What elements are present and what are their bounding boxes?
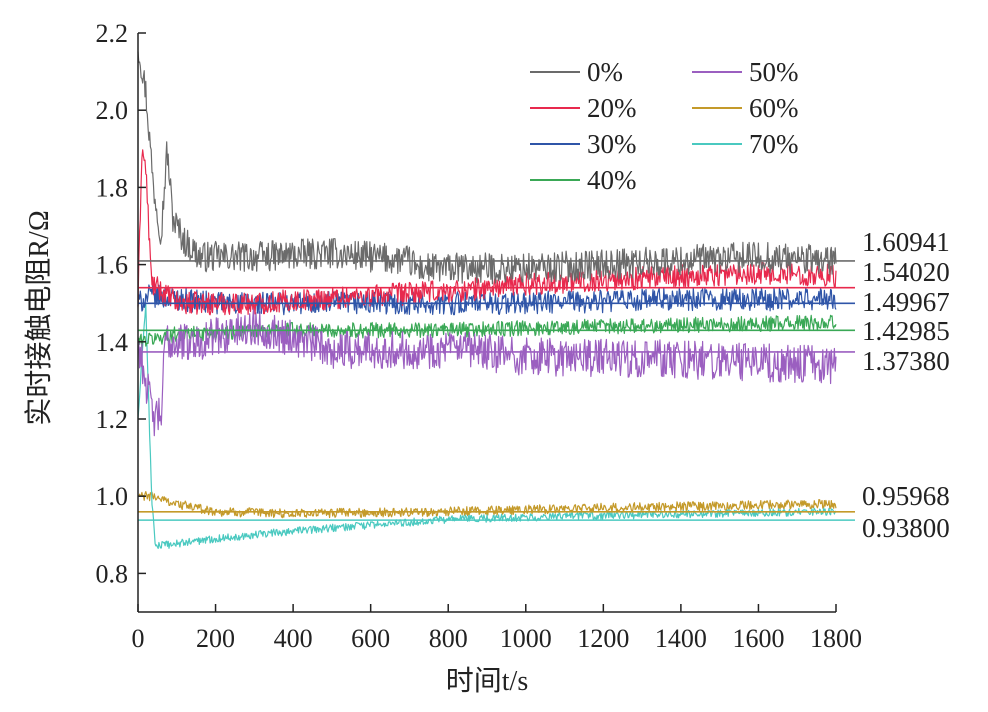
series-line-0 [137,51,837,285]
y-tick-label: 1.4 [96,328,129,357]
series-line-1 [137,149,837,316]
legend-label: 50% [749,57,799,87]
axes: 0 200 400 600 800 1000 1200 1400 1600 1800 0.8 1.0 1… [96,19,863,653]
y-tick-label: 0.8 [96,559,129,588]
y-axis-label: 实时接触电阻R/Ω [23,210,55,425]
y-tick-label: 2.0 [96,96,129,125]
mean-value-label: 1.42985 [862,316,950,346]
x-tick-label: 1600 [732,624,784,653]
legend-label: 30% [587,129,637,159]
x-tick-label: 800 [429,624,468,653]
legend: 0% 20% 30% 40% 50% 60% 70% [530,57,799,195]
legend-label: 20% [587,93,637,123]
mean-value-label: 1.37380 [862,346,950,376]
x-tick-label: 1400 [655,624,707,653]
series-line-6 [137,303,837,549]
y-tick-label: 1.6 [96,251,129,280]
series-line-4 [137,307,837,437]
legend-label: 0% [587,57,623,87]
mean-value-label: 1.49967 [862,287,950,317]
x-tick-label: 1200 [577,624,629,653]
x-tick-label: 1000 [500,624,552,653]
series-line-5 [137,491,837,519]
series-line-2 [137,283,837,316]
mean-value-label: 0.93800 [862,513,950,543]
y-tick-label: 1.2 [96,405,129,434]
x-tick-label: 600 [351,624,390,653]
series-line-3 [137,314,837,350]
y-tick-label: 1.0 [96,482,129,511]
x-tick-label: 1800 [810,624,862,653]
mean-value-label: 1.54020 [862,257,950,287]
mean-value-label: 1.60941 [862,227,950,257]
legend-label: 70% [749,129,799,159]
x-tick-label: 0 [132,624,145,653]
x-tick-label: 400 [274,624,313,653]
y-tick-label: 1.8 [96,173,129,202]
x-tick-label: 200 [196,624,235,653]
y-tick-label: 2.2 [96,19,129,48]
mean-value-label: 0.95968 [862,481,950,511]
series-layer [137,51,837,549]
legend-label: 40% [587,165,637,195]
x-axis-label: 时间t/s [446,665,528,697]
legend-label: 60% [749,93,799,123]
